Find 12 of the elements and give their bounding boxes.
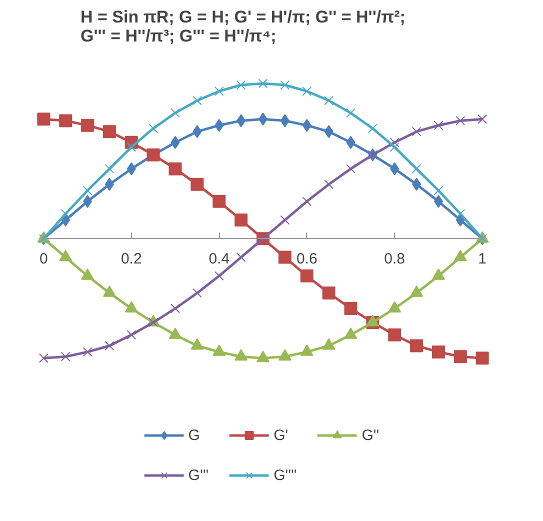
x-tick-label: 0 (39, 250, 48, 268)
x-tick-label: 0.6 (296, 250, 318, 268)
chart-title: H = Sin πR; G = H; G' = H'/π; G'' = H''/π²; G''' = H''/π³; G''' = H''/π⁴; (80, 8, 406, 46)
legend-label: G' (274, 426, 290, 444)
legend-label: G'''' (274, 466, 297, 484)
legend-label: G'' (362, 426, 380, 444)
x-tick-label: 0.8 (384, 250, 406, 268)
legend-label: G''' (188, 466, 209, 484)
legend-label: G (188, 426, 201, 444)
x-tick-label: 0.2 (120, 250, 142, 268)
x-tick-label: 0.4 (208, 250, 230, 268)
x-tick-label: 1 (478, 250, 487, 268)
